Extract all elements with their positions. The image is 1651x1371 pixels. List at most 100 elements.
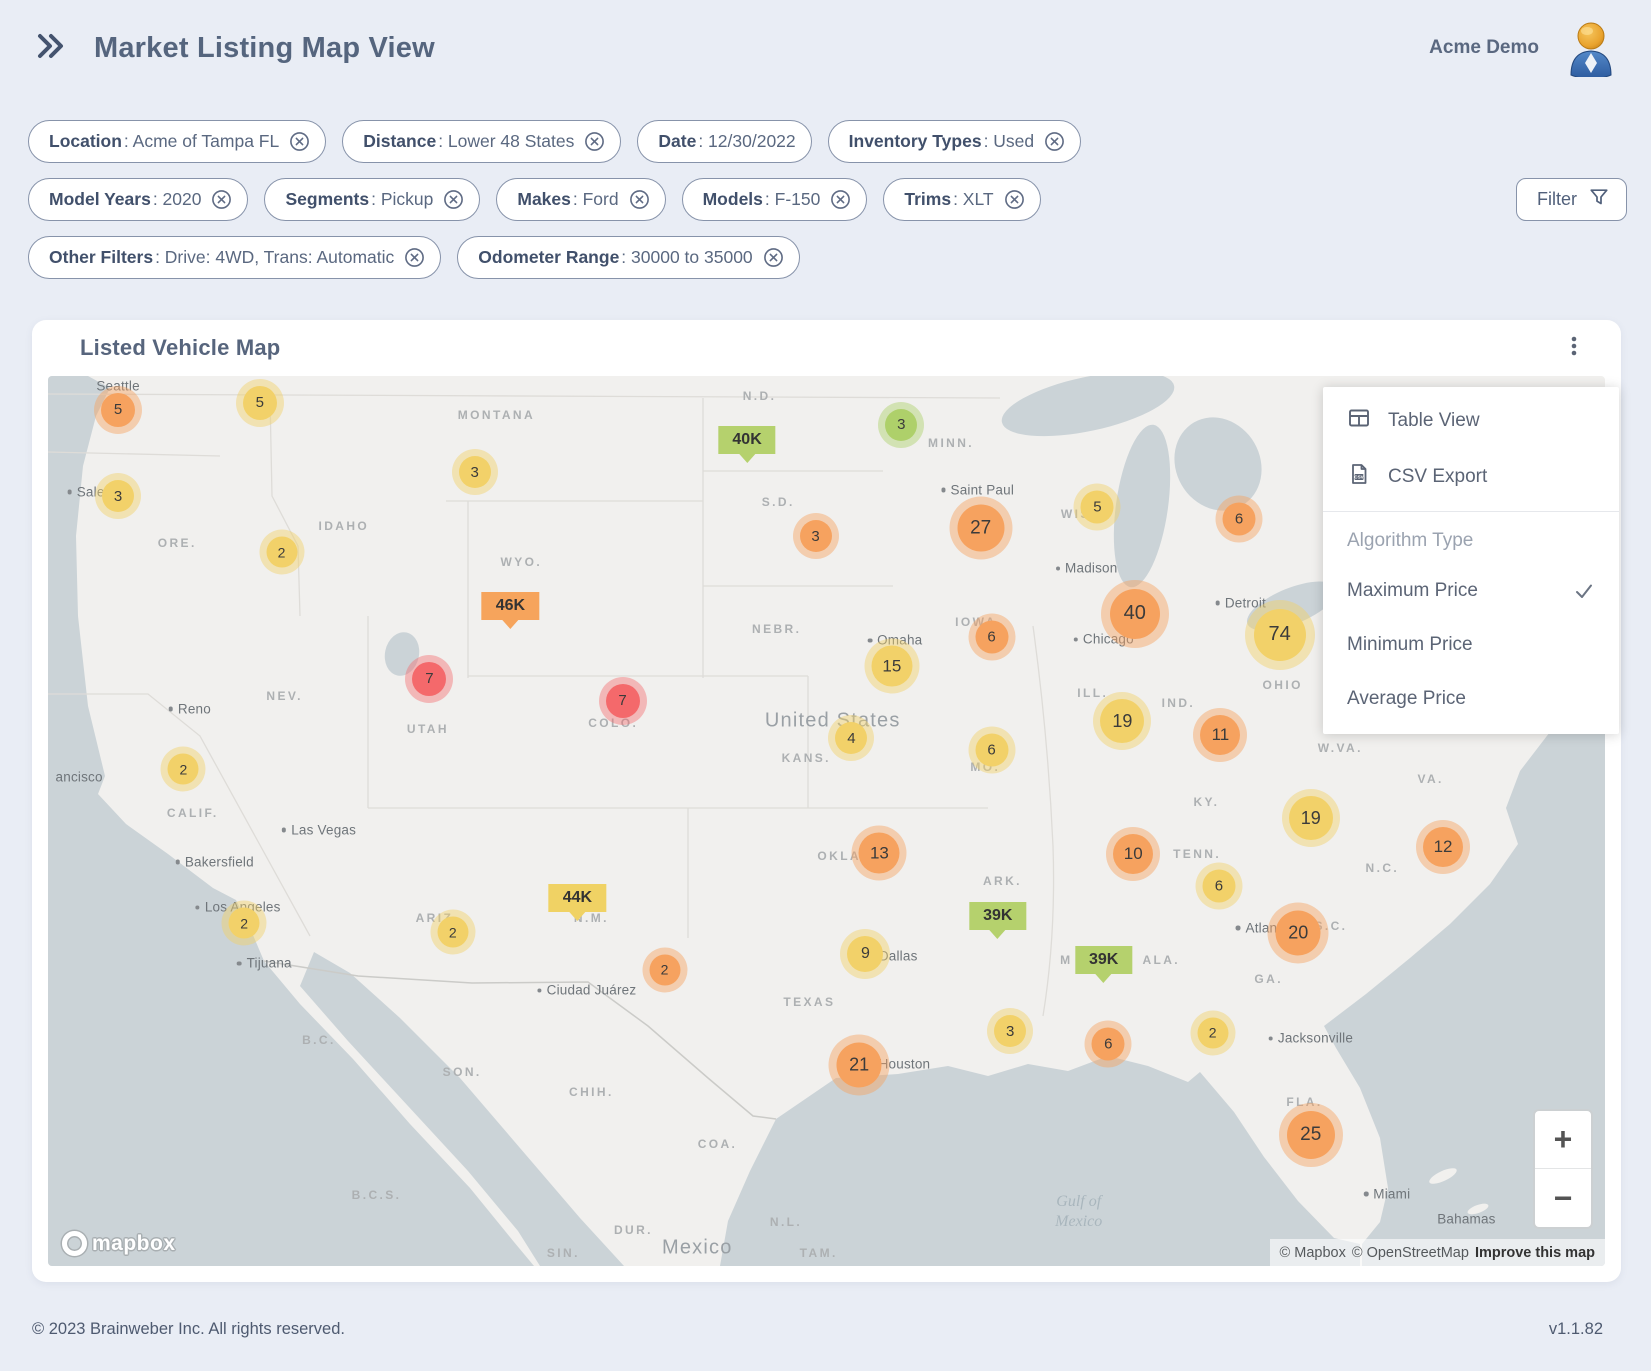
menu-item-csv-export[interactable]: CSV CSV Export bbox=[1323, 449, 1619, 505]
filter-chip-models[interactable]: Models: F-150 bbox=[681, 178, 868, 221]
map-cluster-marker[interactable]: 3 bbox=[885, 408, 918, 441]
menu-option-maximum-price[interactable]: Maximum Price bbox=[1323, 564, 1619, 618]
menu-item-table-view[interactable]: Table View bbox=[1323, 393, 1619, 449]
map-cluster-marker[interactable]: 2 bbox=[266, 536, 298, 568]
chip-label: Segments bbox=[285, 189, 370, 209]
map-cluster-marker[interactable]: 74 bbox=[1253, 608, 1306, 661]
map-cluster-marker[interactable]: 3 bbox=[994, 1015, 1027, 1048]
map-cluster-marker[interactable]: 6 bbox=[1091, 1027, 1125, 1061]
map-cluster-marker[interactable]: 20 bbox=[1275, 910, 1321, 956]
filter-chip-location[interactable]: Location: Acme of Tampa FL bbox=[28, 120, 327, 163]
filter-chip-date[interactable]: Date: 12/30/2022 bbox=[637, 120, 812, 163]
chip-value: : Pickup bbox=[371, 189, 434, 209]
price-label-pointer bbox=[1095, 973, 1112, 983]
map-cluster-marker[interactable]: 2 bbox=[167, 753, 199, 785]
chip-label: Model Years bbox=[49, 189, 151, 209]
price-label-text: 40K bbox=[732, 431, 762, 449]
map-cluster-marker[interactable]: 2 bbox=[1197, 1017, 1229, 1049]
map-cluster-marker[interactable]: 3 bbox=[102, 480, 135, 513]
price-label[interactable]: 40K bbox=[718, 426, 776, 464]
map-cluster-marker[interactable]: 2 bbox=[649, 954, 681, 986]
map-cluster-marker[interactable]: 9 bbox=[847, 935, 884, 972]
map-cluster-marker[interactable]: 21 bbox=[836, 1042, 882, 1088]
map-cluster-marker[interactable]: 5 bbox=[242, 385, 277, 420]
menu-option-label: Maximum Price bbox=[1347, 580, 1478, 601]
menu-option-average-price[interactable]: Average Price bbox=[1323, 672, 1619, 726]
map-cluster-marker[interactable]: 25 bbox=[1286, 1111, 1335, 1160]
map-cluster-marker[interactable]: 27 bbox=[957, 504, 1005, 552]
chip-value: : Drive: 4WD, Trans: Automatic bbox=[155, 247, 395, 267]
price-label-text: 39K bbox=[1088, 950, 1119, 968]
filter-chip-distance[interactable]: Distance: Lower 48 States bbox=[342, 120, 622, 163]
remove-filter-icon[interactable] bbox=[289, 131, 310, 152]
remove-filter-icon[interactable] bbox=[443, 189, 464, 210]
osm-attribution-link[interactable]: © OpenStreetMap bbox=[1351, 1244, 1469, 1261]
remove-filter-icon[interactable] bbox=[629, 189, 650, 210]
map-cluster-marker[interactable]: 5 bbox=[1080, 490, 1114, 524]
map-cluster-marker[interactable]: 40 bbox=[1109, 588, 1160, 639]
user-avatar[interactable] bbox=[1563, 19, 1619, 80]
filter-chip-model-years[interactable]: Model Years: 2020 bbox=[28, 178, 249, 221]
filter-chip-other-filters[interactable]: Other Filters: Drive: 4WD, Trans: Automa… bbox=[28, 236, 442, 279]
mapbox-attribution-link[interactable]: © Mapbox bbox=[1279, 1244, 1346, 1261]
price-label[interactable]: 44K bbox=[548, 884, 607, 922]
map-cluster-marker[interactable]: 6 bbox=[975, 733, 1009, 767]
map-cluster-marker[interactable]: 11 bbox=[1200, 714, 1241, 755]
menu-option-minimum-price[interactable]: Minimum Price bbox=[1323, 618, 1619, 672]
map-cluster-marker[interactable]: 2 bbox=[437, 916, 469, 948]
remove-filter-icon[interactable] bbox=[763, 247, 784, 268]
price-label-pointer bbox=[502, 619, 519, 629]
map-cluster-marker[interactable]: 19 bbox=[1100, 699, 1145, 744]
remove-filter-icon[interactable] bbox=[404, 247, 425, 268]
map-cluster-marker[interactable]: 7 bbox=[605, 683, 640, 718]
remove-filter-icon[interactable] bbox=[1044, 131, 1065, 152]
check-icon bbox=[1573, 580, 1595, 602]
filter-chip-odometer-range[interactable]: Odometer Range: 30000 to 35000 bbox=[457, 236, 800, 279]
menu-divider bbox=[1323, 511, 1619, 512]
chip-row-2: Model Years: 2020 Segments: Pickup Makes: … bbox=[28, 178, 1627, 221]
filter-button[interactable]: Filter bbox=[1516, 178, 1627, 221]
map-cluster-marker[interactable]: 6 bbox=[975, 620, 1009, 654]
map-cluster-marker[interactable]: 19 bbox=[1288, 796, 1333, 841]
map-cluster-marker[interactable]: 6 bbox=[1202, 869, 1236, 903]
zoom-in-button[interactable]: + bbox=[1535, 1111, 1591, 1169]
map-cluster-marker[interactable]: 6 bbox=[1222, 502, 1256, 536]
improve-map-link[interactable]: Improve this map bbox=[1474, 1244, 1595, 1261]
map-cluster-marker[interactable]: 2 bbox=[228, 907, 260, 939]
filter-chip-segments[interactable]: Segments: Pickup bbox=[264, 178, 481, 221]
map-cluster-marker[interactable]: 13 bbox=[858, 832, 900, 874]
remove-filter-icon[interactable] bbox=[830, 189, 851, 210]
chip-value: : Lower 48 States bbox=[438, 131, 575, 151]
filter-chip-trims[interactable]: Trims: XLT bbox=[883, 178, 1041, 221]
price-label-pointer bbox=[569, 912, 586, 922]
remove-filter-icon[interactable] bbox=[584, 131, 605, 152]
price-label[interactable]: 39K bbox=[969, 902, 1027, 940]
filter-chip-inventory-types[interactable]: Inventory Types: Used bbox=[827, 120, 1082, 163]
price-label-text: 46K bbox=[495, 596, 526, 614]
map-cluster-marker[interactable]: 15 bbox=[871, 645, 913, 687]
map-cluster-marker[interactable]: 12 bbox=[1423, 826, 1464, 867]
map-cluster-marker[interactable]: 7 bbox=[412, 661, 447, 696]
app-header: Market Listing Map View Acme Demo bbox=[0, 0, 1651, 96]
remove-filter-icon[interactable] bbox=[1004, 189, 1025, 210]
copyright-text: © 2023 Brainweber Inc. All rights reserv… bbox=[32, 1320, 345, 1338]
price-label-pointer bbox=[739, 454, 756, 464]
map-cluster-marker[interactable]: 4 bbox=[835, 722, 868, 755]
chip-label: Other Filters bbox=[49, 247, 154, 267]
map-cluster-marker[interactable]: 3 bbox=[799, 520, 832, 553]
double-chevron-icon bbox=[35, 31, 69, 66]
remove-filter-icon[interactable] bbox=[211, 189, 232, 210]
map-cluster-marker[interactable]: 5 bbox=[101, 392, 136, 427]
sidebar-expand-button[interactable] bbox=[32, 28, 72, 68]
mapbox-logo[interactable]: mapbox bbox=[62, 1231, 176, 1256]
card-menu-button[interactable] bbox=[1557, 331, 1591, 365]
price-label[interactable]: 46K bbox=[481, 591, 540, 629]
filter-chip-makes[interactable]: Makes: Ford bbox=[496, 178, 666, 221]
price-label[interactable]: 39K bbox=[1074, 945, 1133, 983]
map-cluster-marker[interactable]: 3 bbox=[458, 456, 491, 489]
map-cluster-marker[interactable]: 10 bbox=[1113, 833, 1154, 874]
chip-value: : F-150 bbox=[764, 189, 821, 209]
zoom-out-button[interactable]: − bbox=[1553, 1179, 1573, 1216]
app-footer: © 2023 Brainweber Inc. All rights reserv… bbox=[32, 1320, 1603, 1339]
